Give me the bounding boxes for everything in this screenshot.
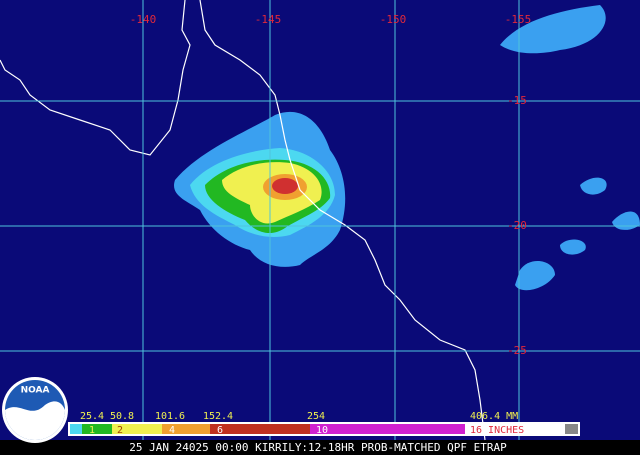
longitude-label: -145 [255, 13, 282, 26]
legend-swatch [70, 424, 82, 434]
legend-mm-label: 406.4 MM [470, 411, 518, 422]
longitude-label: -155 [505, 13, 532, 26]
legend-swatch [162, 424, 210, 434]
legend-swatch [310, 424, 465, 434]
legend-mm-label: 254 [307, 411, 325, 422]
legend-inch-label: 6 [217, 425, 223, 436]
legend-swatch [465, 424, 565, 434]
legend-inch-label: 1 [89, 425, 95, 436]
latitude-label: -25 [507, 344, 527, 357]
graticule [0, 0, 640, 440]
longitude-label: -150 [380, 13, 407, 26]
legend-swatch [82, 424, 112, 434]
noaa-logo: NOAA [2, 377, 68, 443]
rainfall-field [174, 5, 640, 291]
caption: 25 JAN 24025 00:00 KIRRILY:12-18HR PROB-… [129, 441, 507, 454]
legend-inch-label: 10 [316, 425, 328, 436]
legend-inch-label: 16 INCHES [470, 425, 524, 436]
longitude-label: -140 [130, 13, 157, 26]
caption-bar [0, 440, 640, 455]
legend-mm-label: 25.4 [80, 411, 104, 422]
legend-inch-label: 2 [117, 425, 123, 436]
legend-mm-label: 101.6 [155, 411, 185, 422]
logo-text: NOAA [21, 386, 50, 396]
legend-swatch [210, 424, 310, 434]
legend-swatch [112, 424, 162, 434]
legend-mm-label: 152.4 [203, 411, 233, 422]
coastline [0, 0, 191, 156]
legend-swatch [565, 424, 578, 434]
legend: 25.4 50.8 101.6 152.4 254 406.4 MM 1 2 4… [68, 411, 580, 436]
latitude-label: -15 [507, 94, 527, 107]
latitude-label: -20 [507, 219, 527, 232]
legend-mm-label: 50.8 [110, 411, 134, 422]
coastline [199, 0, 486, 441]
legend-inch-label: 4 [169, 425, 175, 436]
